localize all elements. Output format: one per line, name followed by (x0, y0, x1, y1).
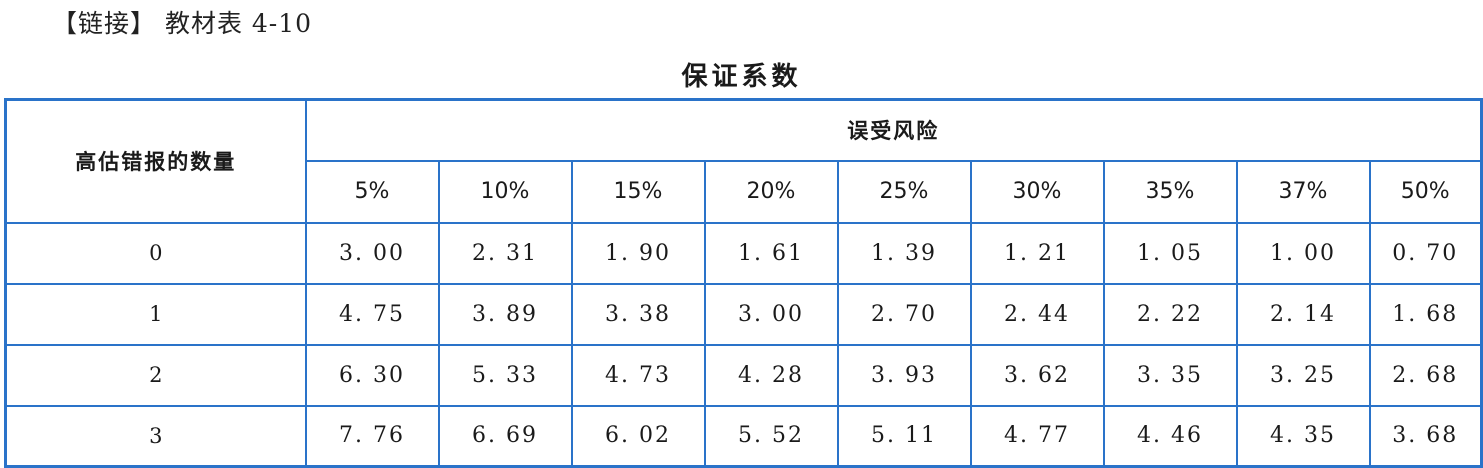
risk-level-header: 10% (437, 159, 573, 224)
value-cell: 1. 90 (570, 221, 706, 285)
row-label-cell: 1 (4, 282, 307, 346)
value-cell: 2. 44 (969, 282, 1105, 346)
value-cell: 1. 05 (1102, 221, 1238, 285)
risk-level-header: 30% (969, 159, 1105, 224)
value-cell: 2. 14 (1235, 282, 1371, 346)
table-row: 3 7. 76 6. 69 6. 02 5. 52 5. 11 4. 77 4.… (4, 404, 1483, 468)
value-cell: 2. 31 (437, 221, 573, 285)
value-cell: 2. 22 (1102, 282, 1238, 346)
column-group-header-cell: 误受风险 (304, 98, 1483, 162)
value-cell: 3. 89 (437, 282, 573, 346)
value-cell: 3. 62 (969, 343, 1105, 407)
value-cell: 6. 69 (437, 404, 573, 468)
value-cell: 4. 77 (969, 404, 1105, 468)
table-title: 保证系数 (681, 62, 802, 92)
value-cell: 4. 75 (304, 282, 440, 346)
header-row-top: 高估错报的数量 误受风险 (4, 98, 1483, 224)
value-cell: 1. 39 (836, 221, 972, 285)
value-cell: 4. 28 (703, 343, 839, 407)
value-cell: 5. 11 (836, 404, 972, 468)
value-cell: 4. 46 (1102, 404, 1238, 468)
value-cell: 1. 61 (703, 221, 839, 285)
value-cell: 6. 30 (304, 343, 440, 407)
value-cell: 3. 00 (304, 221, 440, 285)
table-row: 0 3. 00 2. 31 1. 90 1. 61 1. 39 1. 21 1.… (4, 221, 1483, 285)
reference-link-text: 【链接】 教材表 4-10 (52, 9, 313, 38)
value-cell: 1. 21 (969, 221, 1105, 285)
table-row: 2 6. 30 5. 33 4. 73 4. 28 3. 93 3. 62 3.… (4, 343, 1483, 407)
value-cell: 0. 70 (1368, 221, 1483, 285)
risk-level-header: 50% (1368, 159, 1483, 224)
risk-level-header: 37% (1235, 159, 1371, 224)
value-cell: 1. 68 (1368, 282, 1483, 346)
value-cell: 3. 35 (1102, 343, 1238, 407)
value-cell: 7. 76 (304, 404, 440, 468)
risk-level-header: 15% (570, 159, 706, 224)
row-label-cell: 3 (4, 404, 307, 468)
row-label-cell: 0 (4, 221, 307, 285)
table-row: 1 4. 75 3. 89 3. 38 3. 00 2. 70 2. 44 2.… (4, 282, 1483, 346)
value-cell: 6. 02 (570, 404, 706, 468)
value-cell: 3. 00 (703, 282, 839, 346)
value-cell: 3. 25 (1235, 343, 1371, 407)
row-label-cell: 2 (4, 343, 307, 407)
value-cell: 4. 35 (1235, 404, 1371, 468)
header-row-risk-levels: 5% 10% 15% 20% 25% 30% 35% 37% 50% (6, 159, 1483, 224)
row-header-cell: 高估错报的数量 (4, 98, 307, 224)
risk-level-header: 5% (304, 159, 440, 224)
value-cell: 3. 93 (836, 343, 972, 407)
assurance-factor-table: 高估错报的数量 误受风险 5% 10% 15% 20% 25% 30% 35% … (4, 98, 1483, 468)
value-cell: 3. 38 (570, 282, 706, 346)
value-cell: 4. 73 (570, 343, 706, 407)
value-cell: 2. 68 (1368, 343, 1483, 407)
risk-level-header: 25% (836, 159, 972, 224)
value-cell: 2. 70 (836, 282, 972, 346)
risk-level-header: 20% (703, 159, 839, 224)
risk-level-header: 35% (1102, 159, 1238, 224)
value-cell: 1. 00 (1235, 221, 1371, 285)
value-cell: 5. 33 (437, 343, 573, 407)
value-cell: 5. 52 (703, 404, 839, 468)
value-cell: 3. 68 (1368, 404, 1483, 468)
